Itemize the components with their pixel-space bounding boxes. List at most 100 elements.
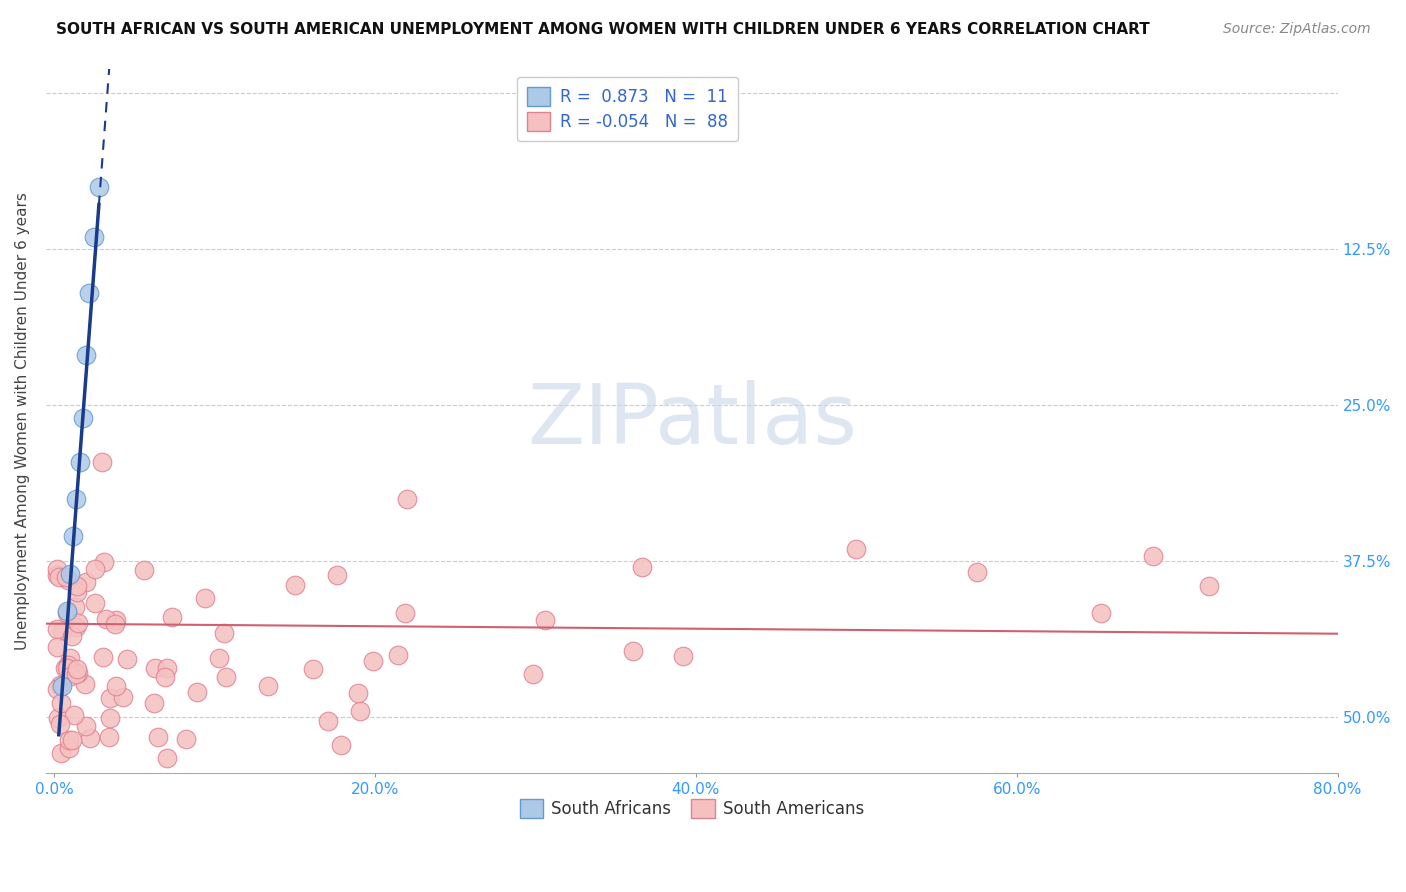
- Point: [58, 732, 80, 747]
- Point: [91, 454, 114, 468]
- Point: [361, 654, 384, 668]
- Point: [98, 730, 121, 744]
- Point: [84, 562, 107, 576]
- Point: [160, 610, 183, 624]
- Point: [104, 617, 127, 632]
- Point: [143, 661, 166, 675]
- Point: [56, 604, 79, 618]
- Point: [75, 574, 97, 589]
- Point: [46, 623, 69, 637]
- Point: [55, 570, 77, 584]
- Point: [156, 660, 179, 674]
- Point: [534, 613, 557, 627]
- Point: [65, 620, 87, 634]
- Point: [56, 606, 79, 620]
- Point: [1142, 549, 1164, 563]
- Point: [51, 679, 73, 693]
- Point: [67, 666, 90, 681]
- Point: [48, 569, 70, 583]
- Point: [672, 649, 695, 664]
- Point: [75, 719, 97, 733]
- Point: [60, 669, 83, 683]
- Point: [115, 652, 138, 666]
- Point: [62, 529, 84, 543]
- Point: [56, 660, 79, 674]
- Point: [302, 662, 325, 676]
- Point: [69, 454, 91, 468]
- Point: [208, 650, 231, 665]
- Point: [257, 679, 280, 693]
- Point: [326, 567, 349, 582]
- Point: [1090, 607, 1112, 621]
- Point: [65, 667, 87, 681]
- Point: [46, 568, 69, 582]
- Point: [284, 578, 307, 592]
- Point: [186, 685, 208, 699]
- Point: [153, 669, 176, 683]
- Point: [46, 640, 69, 654]
- Point: [146, 731, 169, 745]
- Point: [105, 613, 128, 627]
- Point: [49, 696, 72, 710]
- Point: [631, 559, 654, 574]
- Point: [59, 566, 82, 581]
- Point: [79, 731, 101, 746]
- Point: [46, 711, 69, 725]
- Point: [98, 711, 121, 725]
- Point: [75, 349, 97, 363]
- Point: [66, 585, 89, 599]
- Point: [49, 678, 72, 692]
- Point: [62, 707, 84, 722]
- Point: [346, 686, 368, 700]
- Point: [1198, 579, 1220, 593]
- Point: [966, 565, 988, 579]
- Point: [84, 596, 107, 610]
- Point: [46, 681, 69, 696]
- Point: [66, 579, 89, 593]
- Point: [56, 658, 79, 673]
- Text: Source: ZipAtlas.com: Source: ZipAtlas.com: [1223, 22, 1371, 37]
- Point: [56, 574, 79, 588]
- Point: [59, 651, 82, 665]
- Point: [60, 732, 83, 747]
- Point: [79, 286, 101, 301]
- Legend: South Africans, South Americans: South Africans, South Americans: [513, 792, 870, 825]
- Point: [72, 410, 94, 425]
- Point: [98, 690, 121, 705]
- Point: [65, 491, 87, 506]
- Point: [75, 677, 97, 691]
- Point: [48, 717, 70, 731]
- Text: ZIPatlas: ZIPatlas: [527, 381, 856, 461]
- Point: [845, 541, 868, 556]
- Point: [349, 704, 371, 718]
- Text: SOUTH AFRICAN VS SOUTH AMERICAN UNEMPLOYMENT AMONG WOMEN WITH CHILDREN UNDER 6 Y: SOUTH AFRICAN VS SOUTH AMERICAN UNEMPLOY…: [56, 22, 1150, 37]
- Point: [66, 615, 89, 630]
- Point: [53, 661, 76, 675]
- Point: [316, 714, 339, 728]
- Point: [87, 180, 110, 194]
- Point: [394, 607, 416, 621]
- Point: [214, 626, 236, 640]
- Y-axis label: Unemployment Among Women with Children Under 6 years: Unemployment Among Women with Children U…: [15, 192, 30, 650]
- Point: [51, 624, 73, 638]
- Point: [96, 612, 118, 626]
- Point: [51, 746, 73, 760]
- Point: [105, 679, 128, 693]
- Point: [174, 731, 197, 746]
- Point: [60, 629, 83, 643]
- Point: [63, 599, 86, 614]
- Point: [93, 555, 115, 569]
- Point: [387, 648, 409, 662]
- Point: [329, 738, 352, 752]
- Point: [522, 667, 544, 681]
- Point: [194, 591, 217, 605]
- Point: [215, 670, 238, 684]
- Point: [46, 561, 69, 575]
- Point: [142, 696, 165, 710]
- Point: [134, 563, 156, 577]
- Point: [91, 650, 114, 665]
- Point: [395, 491, 418, 506]
- Point: [66, 662, 89, 676]
- Point: [83, 230, 105, 244]
- Point: [156, 751, 179, 765]
